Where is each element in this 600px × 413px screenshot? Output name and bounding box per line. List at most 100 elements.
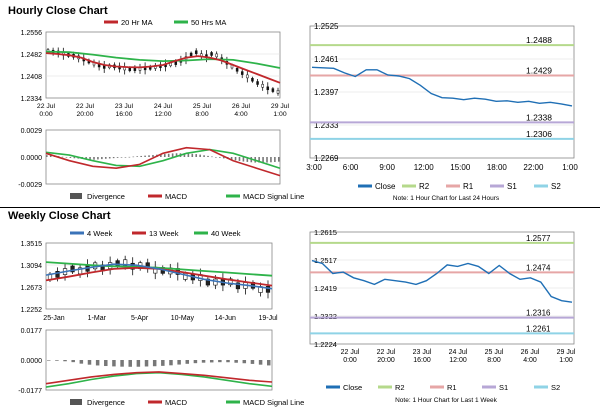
- divergence-bar: [167, 153, 170, 157]
- divergence-bar: [104, 360, 108, 367]
- weekly-ma-chart-svg: 1.3515 1.3094 1.2673 1.2252 4 Week 13 Week 40 …: [21, 229, 278, 322]
- divergence-bar: [163, 154, 166, 157]
- divergence-bar: [136, 156, 139, 157]
- divergence-bar: [191, 153, 194, 157]
- x-tick-label: 14-Jun: [214, 315, 236, 322]
- divergence-bar: [63, 360, 67, 362]
- divergence-bar: [144, 155, 146, 157]
- weekly-macd-y-tick-label: -0.0177: [18, 388, 42, 395]
- weekly-ma-y-tick-label: 1.3094: [21, 263, 43, 270]
- divergence-bar: [177, 360, 181, 365]
- legend-label: R1: [447, 383, 457, 392]
- divergence-bar: [140, 155, 142, 157]
- weekly-ma-y-tick-label: 1.2252: [21, 307, 43, 314]
- close-y-tick-label: 1.2615: [314, 228, 337, 237]
- divergence-bar: [242, 157, 245, 162]
- legend-label: Divergence: [87, 398, 125, 407]
- divergence-bar: [226, 360, 230, 363]
- x-tick-time: 0:00: [39, 111, 52, 118]
- close-y-tick-label: 1.2224: [314, 340, 337, 349]
- legend-label: 20 Hr MA: [121, 18, 153, 27]
- hourly-ma-y-tick-label: 1.2482: [21, 52, 43, 59]
- divergence-bar: [211, 156, 213, 158]
- level-label-s1: 1.2338: [526, 112, 552, 122]
- legend-label: S1: [499, 383, 508, 392]
- price-candle-body: [128, 67, 132, 72]
- x-tick-label: 19-Jul: [258, 315, 278, 322]
- divergence-bar: [187, 153, 190, 157]
- divergence-bar: [230, 157, 233, 160]
- x-tick-label: 6:00: [343, 163, 359, 172]
- weekly-macd-y-tick-label: 0.0177: [21, 328, 43, 335]
- close-y-tick-label: 1.2322: [314, 312, 337, 321]
- divergence-bar: [183, 153, 186, 157]
- divergence-bar: [49, 155, 52, 157]
- divergence-bar: [219, 157, 221, 158]
- divergence-bar: [104, 157, 107, 159]
- weekly-close-chart-svg: 1.2615 1.2517 1.2419 1.2322 1.2224 1.2577 1.24…: [309, 228, 576, 404]
- price-candle-body: [256, 81, 259, 85]
- x-tick-label: 25-Jan: [43, 315, 65, 322]
- divergence-bar: [124, 157, 127, 158]
- hourly-close-chart: 1.2525 1.2461 1.2397 1.2333 1.2269 1.2488 1.24…: [300, 14, 598, 206]
- level-label-s2: 1.2261: [526, 324, 551, 333]
- divergence-bar: [195, 154, 198, 157]
- hourly-macd-y-tick-label: 0.0029: [21, 128, 43, 135]
- legend-label: S2: [551, 383, 560, 392]
- x-tick-label: 1-Mar: [88, 315, 107, 322]
- legend-label: 13 Week: [149, 229, 179, 238]
- macd-signal-line: [45, 148, 281, 169]
- divergence-bar: [274, 157, 276, 162]
- divergence-bar: [152, 154, 154, 157]
- plot-frame: [45, 31, 281, 99]
- divergence-bar: [112, 157, 115, 159]
- divergence-bar: [234, 157, 237, 161]
- x-tick-date: 29 Jul: [271, 103, 290, 110]
- divergence-bar: [46, 155, 48, 157]
- divergence-bar: [175, 153, 178, 157]
- x-tick-date: 22 Jul: [377, 349, 396, 356]
- divergence-bar: [108, 157, 111, 159]
- ma-20-line: [45, 52, 281, 84]
- legend-label: Close: [343, 383, 362, 392]
- price-candle-body: [276, 90, 280, 94]
- divergence-bar: [161, 360, 165, 366]
- x-tick-label: 18:00: [487, 163, 508, 172]
- weekly-candle-body: [265, 286, 271, 293]
- weekly-ma-chart: 1.3515 1.3094 1.2673 1.2252 4 Week 13 Week 40 …: [0, 224, 300, 324]
- divergence-bar: [116, 157, 119, 158]
- level-label-r2: 1.2488: [526, 35, 552, 45]
- level-label-r1: 1.2429: [526, 66, 552, 76]
- divergence-bar: [262, 157, 264, 163]
- divergence-bar: [128, 156, 131, 158]
- weekly-candle-body: [55, 271, 60, 278]
- divergence-bar: [234, 360, 238, 363]
- price-candle-body: [261, 84, 264, 88]
- weekly-macd-chart: 0.0177 0.0000 -0.0177 Divergence MACD MACD Si…: [0, 326, 304, 410]
- x-tick-time: 1:00: [273, 111, 286, 118]
- divergence-bar: [238, 157, 241, 161]
- divergence-bar: [250, 360, 255, 364]
- close-y-tick-label: 1.2525: [314, 22, 339, 31]
- x-tick-label: 12:00: [414, 163, 435, 172]
- divergence-bar: [65, 157, 68, 158]
- x-tick-label: 5-Apr: [131, 315, 149, 322]
- hourly-macd-chart: 0.0029 0.0000 -0.0029 Divergence MACD MACD Si…: [0, 126, 304, 204]
- legend-label: Close: [375, 182, 396, 191]
- close-y-tick-label: 1.2397: [314, 88, 339, 97]
- legend-label: MACD Signal Line: [243, 398, 304, 407]
- x-tick-label: 9:00: [379, 163, 395, 172]
- macd-line: [45, 371, 273, 385]
- divergence-bar: [79, 360, 84, 364]
- price-candle-body: [210, 52, 213, 56]
- divergence-bar: [193, 360, 198, 364]
- x-tick-label: 22:00: [523, 163, 544, 172]
- divergence-bar: [242, 360, 247, 364]
- x-tick-label: 3:00: [306, 163, 322, 172]
- price-candle-body: [246, 74, 249, 79]
- divergence-bar: [201, 360, 206, 363]
- divergence-bar: [112, 360, 116, 367]
- x-tick-date: 22 Jul: [37, 103, 56, 110]
- divergence-bar: [73, 157, 76, 159]
- legend-label: S2: [551, 182, 561, 191]
